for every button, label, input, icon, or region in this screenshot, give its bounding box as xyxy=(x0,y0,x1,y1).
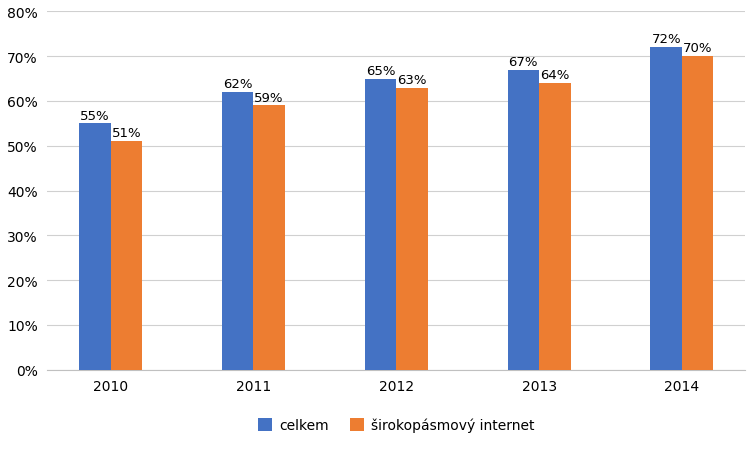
Text: 67%: 67% xyxy=(508,56,538,69)
Bar xyxy=(111,142,142,370)
Text: 65%: 65% xyxy=(365,64,396,78)
Text: 70%: 70% xyxy=(683,42,712,55)
Text: 63%: 63% xyxy=(397,74,426,87)
Bar xyxy=(650,48,682,370)
Bar xyxy=(508,70,539,370)
Text: 64%: 64% xyxy=(540,69,569,82)
Bar xyxy=(682,57,714,370)
Text: 51%: 51% xyxy=(111,127,141,140)
Bar xyxy=(539,84,571,370)
Legend: celkem, širokopásmový internet: celkem, širokopásmový internet xyxy=(253,413,540,438)
Bar xyxy=(253,106,285,370)
Text: 55%: 55% xyxy=(80,109,110,122)
Text: 62%: 62% xyxy=(223,78,253,91)
Bar xyxy=(79,124,111,370)
Bar xyxy=(222,93,253,370)
Bar xyxy=(396,88,428,370)
Text: 59%: 59% xyxy=(254,92,284,105)
Bar xyxy=(365,79,396,370)
Text: 72%: 72% xyxy=(651,33,681,46)
